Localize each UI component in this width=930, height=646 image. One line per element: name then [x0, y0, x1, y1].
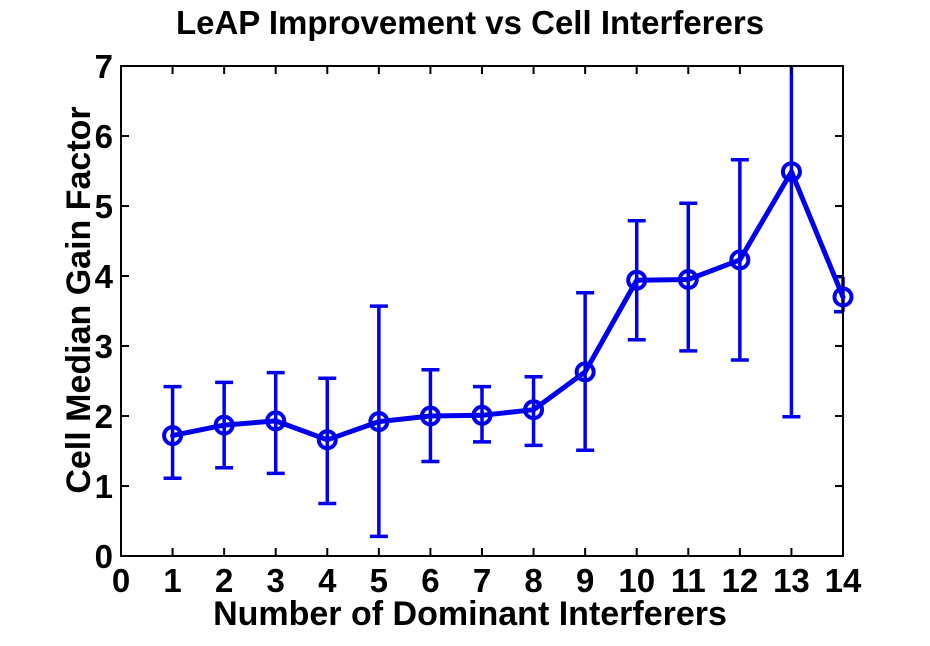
y-tick-label: 4 — [95, 258, 114, 295]
error-bars-layer — [163, 66, 845, 539]
x-axis-label: Number of Dominant Interferers — [213, 595, 727, 633]
data-point-marker — [677, 269, 699, 290]
x-tick-label: 5 — [370, 562, 388, 599]
y-tick-label: 0 — [95, 538, 113, 575]
data-point-marker — [729, 249, 751, 271]
x-tick-label: 1 — [163, 562, 181, 599]
series-line-layer — [170, 169, 846, 443]
y-tick-label: 1 — [95, 468, 113, 505]
y-tick-label: 5 — [95, 188, 113, 225]
x-tick-label: 9 — [576, 562, 594, 599]
y-tick-label: 2 — [95, 398, 113, 435]
data-point-marker — [265, 410, 287, 432]
axes-box-layer — [120, 65, 844, 557]
x-tick-label: 14 — [825, 562, 862, 599]
x-tick-label: 6 — [421, 562, 439, 599]
x-tick-label: 4 — [318, 562, 337, 599]
data-point-marker — [523, 399, 545, 421]
data-point-marker — [213, 414, 235, 436]
x-tick-label: 13 — [773, 562, 810, 599]
data-point-marker — [780, 161, 802, 183]
x-tick-labels: 0 1 2 3 4 5 6 7 8 9 10 11 12 13 14 — [112, 562, 862, 599]
chart-title: LeAP Improvement vs Cell Interferers — [176, 4, 764, 41]
series-markers-layer — [162, 161, 854, 451]
data-point-marker — [368, 411, 390, 433]
data-point-marker — [316, 429, 338, 451]
data-point-marker — [162, 425, 184, 447]
data-point-marker — [471, 404, 493, 426]
data-point-marker — [832, 286, 854, 308]
x-tick-label: 0 — [112, 562, 130, 599]
y-axis-label: Cell Median Gain Factor — [60, 106, 98, 493]
data-point-marker — [626, 269, 648, 291]
x-tick-label: 11 — [671, 562, 706, 599]
data-point-marker — [419, 405, 441, 427]
x-tick-label: 8 — [524, 562, 542, 599]
y-tick-label: 3 — [95, 328, 113, 365]
plot-border — [120, 65, 844, 557]
data-point-marker — [574, 361, 596, 383]
x-tick-label: 10 — [618, 562, 655, 599]
x-tick-label: 12 — [721, 562, 758, 599]
x-tick-label: 7 — [473, 562, 491, 599]
y-tick-label: 6 — [95, 118, 113, 155]
x-tick-label: 3 — [267, 562, 285, 599]
y-tick-labels: 0 1 2 3 4 5 6 7 — [95, 48, 114, 575]
y-tick-label: 7 — [95, 48, 113, 85]
series-line — [170, 169, 846, 443]
x-tick-label: 2 — [215, 562, 233, 599]
